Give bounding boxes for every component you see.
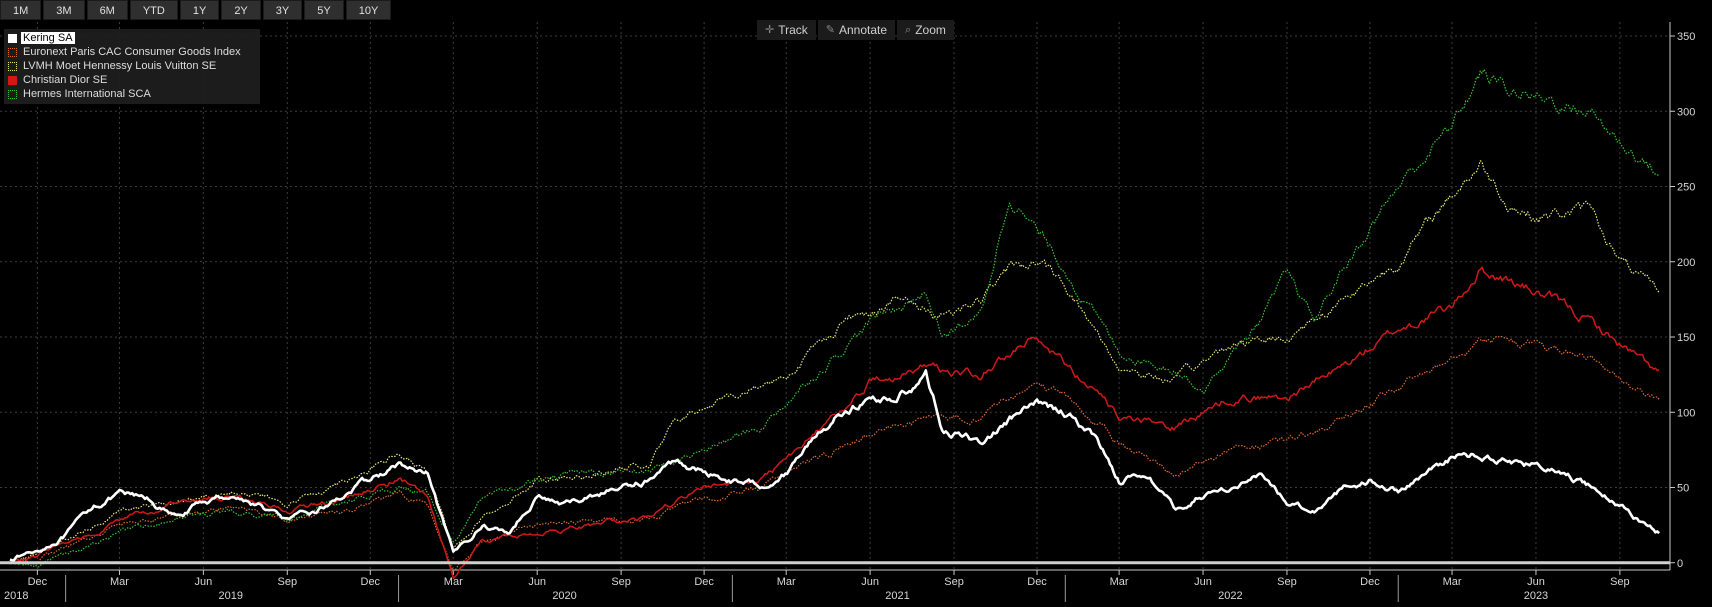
pencil-icon: ✎	[825, 24, 835, 36]
legend-label: Euronext Paris CAC Consumer Goods Index	[23, 46, 241, 58]
series-line	[10, 160, 1660, 565]
x-month-label: Sep	[1610, 576, 1630, 588]
range-button-1m[interactable]: 1M	[0, 0, 42, 20]
range-button-1y[interactable]: 1Y	[179, 0, 220, 20]
range-button-3y[interactable]: 3Y	[262, 0, 303, 20]
x-month-label: Mar	[110, 576, 129, 588]
x-month-label: Dec	[1027, 576, 1047, 588]
x-axis: Dec Mar Jun Sep Dec Mar Jun Sep Dec Mar Jun Sep Dec M…	[4, 570, 1630, 602]
legend-label: Christian Dior SE	[23, 74, 108, 86]
range-button-ytd[interactable]: YTD	[129, 0, 178, 20]
y-tick-label: 50	[1677, 483, 1689, 495]
x-month-label: Sep	[1277, 576, 1297, 588]
legend-item[interactable]: Christian Dior SE	[8, 73, 256, 87]
annotate-button[interactable]: ✎ Annotate	[817, 20, 896, 40]
legend-swatch	[8, 75, 17, 85]
magnifier-icon: ⌕	[905, 24, 912, 36]
y-tick-label: 250	[1677, 182, 1695, 194]
series-line	[10, 68, 1660, 568]
x-year-label: 2021	[885, 590, 909, 602]
range-button-5y[interactable]: 5Y	[304, 0, 344, 20]
y-axis: 0 50 100 150 200 250 300 350	[1670, 31, 1695, 570]
x-month-label: Jun	[1194, 576, 1212, 588]
x-month-label: Jun	[861, 576, 879, 588]
x-month-label: Jun	[194, 576, 212, 588]
x-month-label: Mar	[777, 576, 796, 588]
x-year-label: 2019	[218, 590, 242, 602]
x-month-label: Sep	[944, 576, 964, 588]
x-month-label: Dec	[28, 576, 48, 588]
legend-item[interactable]: Euronext Paris CAC Consumer Goods Index	[8, 45, 256, 59]
series-line	[9, 335, 1660, 572]
legend-swatch	[8, 61, 17, 71]
x-month-label: Dec	[361, 576, 381, 588]
range-selector: 1M 3M 6M YTD 1Y 2Y 3Y 5Y 10Y	[0, 0, 392, 22]
legend-label: Kering SA	[21, 32, 75, 44]
x-year-label: 2020	[552, 590, 576, 602]
legend-item[interactable]: Kering SA	[8, 31, 256, 45]
range-button-6m[interactable]: 6M	[86, 0, 128, 20]
x-year-label: 2018	[4, 590, 28, 602]
x-month-label: Mar	[1443, 576, 1462, 588]
zoom-label: Zoom	[915, 23, 946, 37]
y-tick-label: 100	[1677, 407, 1695, 419]
x-month-label: Mar	[444, 576, 463, 588]
legend-item[interactable]: Hermes International SCA	[8, 87, 256, 101]
track-label: Track	[778, 23, 808, 37]
x-month-label: Sep	[277, 576, 297, 588]
series-line	[9, 266, 1660, 580]
y-tick-label: 350	[1677, 31, 1695, 43]
zoom-button[interactable]: ⌕ Zoom	[897, 20, 954, 40]
y-tick-label: 0	[1677, 558, 1683, 570]
crosshair-icon: ✛	[765, 24, 775, 36]
legend-swatch	[8, 33, 17, 43]
chart-legend: Kering SA Euronext Paris CAC Consumer Goo…	[4, 29, 260, 104]
x-year-label: 2022	[1218, 590, 1242, 602]
range-button-3m[interactable]: 3M	[43, 0, 85, 20]
x-month-label: Sep	[611, 576, 631, 588]
x-month-label: Dec	[694, 576, 714, 588]
series-layer	[9, 68, 1661, 580]
range-button-10y[interactable]: 10Y	[345, 0, 392, 20]
y-tick-label: 150	[1677, 332, 1695, 344]
x-month-label: Dec	[1360, 576, 1380, 588]
x-year-label: 2023	[1524, 590, 1548, 602]
vertical-gridlines	[36, 22, 1621, 570]
y-tick-label: 200	[1677, 257, 1695, 269]
track-button[interactable]: ✛ Track	[757, 20, 816, 40]
legend-swatch	[8, 89, 17, 99]
legend-swatch	[8, 47, 17, 57]
chart-toolbar: ✛ Track ✎ Annotate ⌕ Zoom	[757, 20, 954, 40]
legend-label: LVMH Moet Hennessy Louis Vuitton SE	[23, 60, 217, 72]
series-line	[9, 369, 1661, 563]
x-month-label: Jun	[1527, 576, 1545, 588]
x-month-label: Jun	[528, 576, 546, 588]
legend-label: Hermes International SCA	[23, 88, 151, 100]
horizontal-gridlines	[0, 35, 1670, 564]
x-month-label: Mar	[1110, 576, 1129, 588]
annotate-label: Annotate	[839, 23, 888, 37]
legend-item[interactable]: LVMH Moet Hennessy Louis Vuitton SE	[8, 59, 256, 73]
y-tick-label: 300	[1677, 106, 1695, 118]
range-button-2y[interactable]: 2Y	[221, 0, 261, 20]
